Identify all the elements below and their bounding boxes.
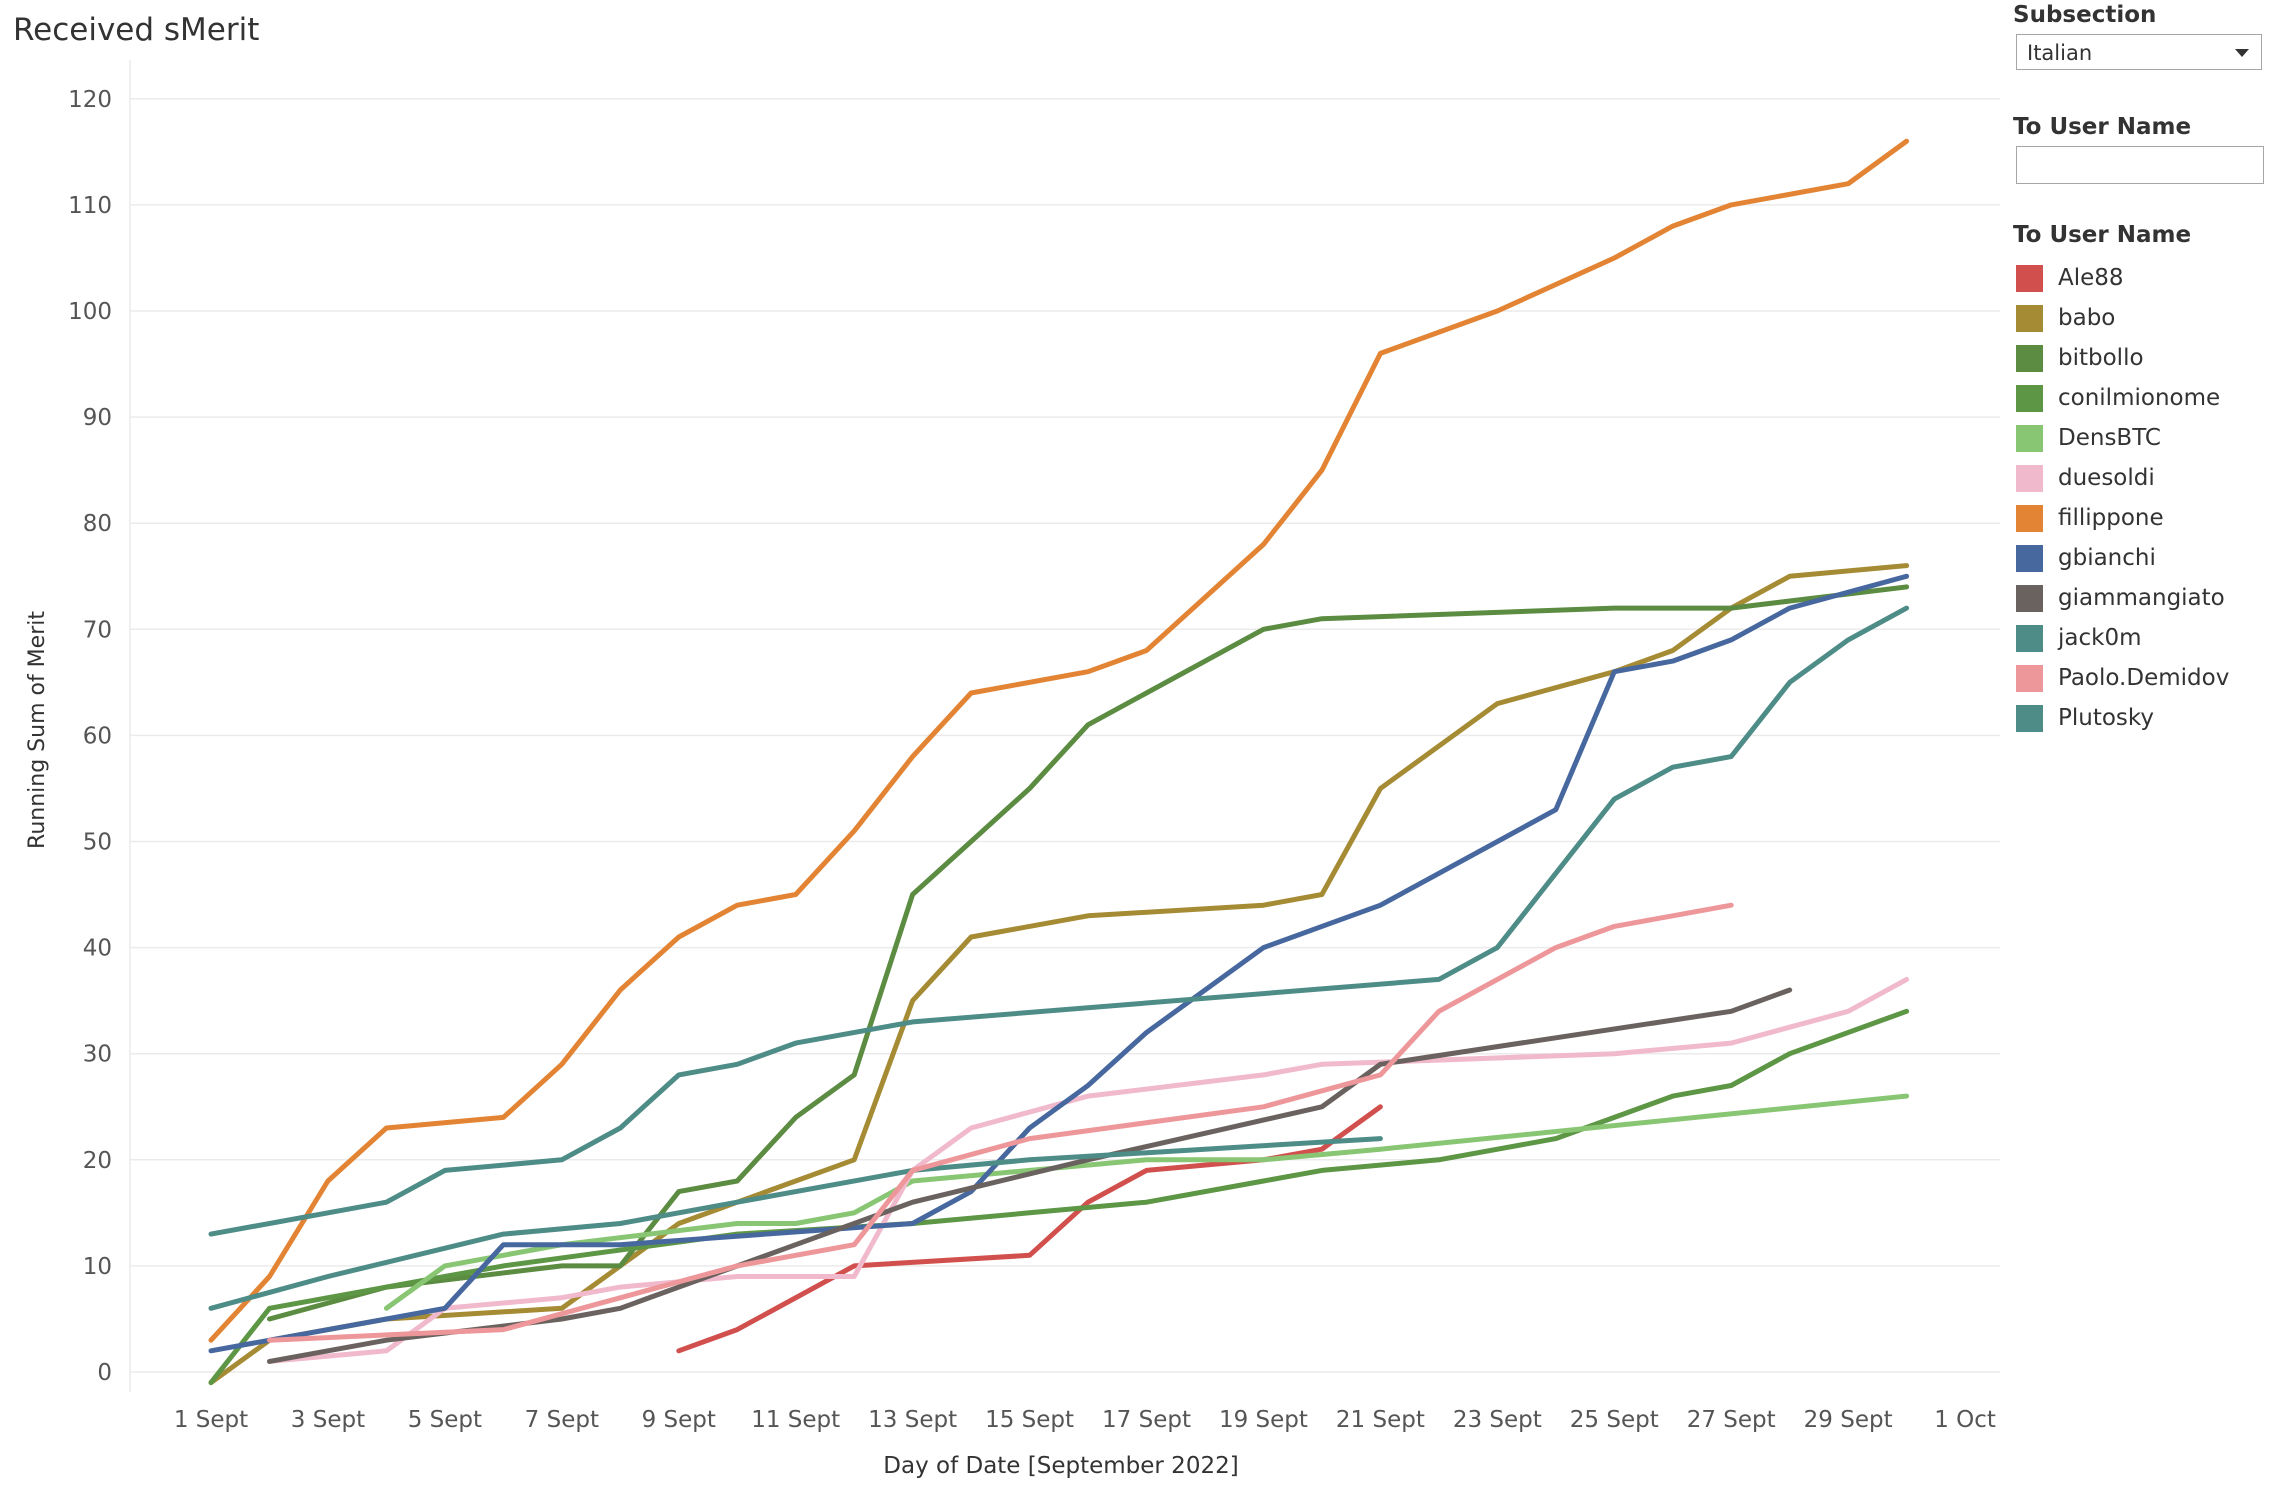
legend-item[interactable]: giammangiato [2016,578,2229,618]
subsection-dropdown[interactable]: Italian [2016,34,2262,70]
legend-item[interactable]: duesoldi [2016,458,2229,498]
legend-label: giammangiato [2058,585,2225,611]
x-tick-label: 3 Sept [291,1407,365,1433]
user-name-search-input[interactable] [2016,146,2264,184]
x-tick-label: 21 Sept [1336,1407,1425,1433]
legend-item[interactable]: Plutosky [2016,698,2229,738]
y-tick-label: 30 [83,1042,112,1068]
legend-label: babo [2058,305,2116,331]
series-line-ale88[interactable] [676,1104,1383,1354]
legend-swatch [2016,264,2043,292]
user-search-label: To User Name [2013,114,2192,140]
legend-item[interactable]: bitbollo [2016,338,2229,378]
x-tick-label: 13 Sept [868,1407,957,1433]
legend-label: conilmionome [2058,385,2221,411]
y-tick-label: 60 [83,723,112,749]
legend-swatch [2016,664,2043,692]
legend-title: To User Name [2013,222,2192,248]
legend-label: Plutosky [2058,705,2155,731]
legend-swatch [2016,704,2043,732]
x-tick-label: 5 Sept [408,1407,482,1433]
series-line-babo[interactable] [208,563,1910,1386]
y-tick-label: 40 [83,936,112,962]
legend-label: fillippone [2058,505,2164,531]
x-tick-label: 25 Sept [1570,1407,1659,1433]
series-line-gbianchi[interactable] [208,573,1910,1354]
legend-item[interactable]: conilmionome [2016,378,2229,418]
legend-swatch [2016,544,2043,572]
legend-swatch [2016,424,2043,452]
y-axis-ticks: 0 10 20 30 40 50 60 70 80 90 100 110 120 [68,87,112,1386]
series-lines [208,138,1910,1386]
legend-item[interactable]: jack0m [2016,618,2229,658]
legend-item[interactable]: Paolo.Demidov [2016,658,2229,698]
x-tick-label: 27 Sept [1687,1407,1776,1433]
legend-item[interactable]: DensBTC [2016,418,2229,458]
legend-label: DensBTC [2058,425,2161,451]
legend-label: jack0m [2058,625,2142,651]
subsection-filter-label: Subsection [2013,2,2157,28]
chart-title: Received sMerit [13,12,260,48]
x-axis-ticks: 1 Sept 3 Sept 5 Sept 7 Sept 9 Sept 11 Sept 13 … [174,1407,1996,1433]
x-tick-label: 19 Sept [1219,1407,1308,1433]
y-tick-label: 80 [83,511,112,537]
line-chart: 0 10 20 30 40 50 60 70 80 90 100 110 120 1 Sept 3 Sep… [25,60,2000,1479]
series-line-jack0m[interactable] [208,1136,1383,1311]
legend-item[interactable]: fillippone [2016,498,2229,538]
series-line-conilmionome[interactable] [208,1008,1910,1386]
x-tick-label: 1 Oct [1934,1407,1996,1433]
legend-swatch [2016,304,2043,332]
series-line-duesoldi[interactable] [267,976,1910,1364]
legend-swatch [2016,504,2043,532]
gridlines [129,60,2000,1392]
x-tick-label: 11 Sept [751,1407,840,1433]
legend-label: Paolo.Demidov [2058,665,2230,691]
y-tick-label: 100 [68,299,112,325]
subsection-selected-value: Italian [2027,41,2093,65]
legend-label: Ale88 [2058,265,2124,291]
series-line-bitbollo[interactable] [267,584,1910,1322]
legend-label: gbianchi [2058,545,2156,571]
legend-item[interactable]: babo [2016,298,2229,338]
y-axis-label: Running Sum of Merit [25,611,50,849]
legend-swatch [2016,624,2043,652]
y-tick-label: 50 [83,830,112,856]
x-tick-label: 15 Sept [985,1407,1074,1433]
series-line-fillippone[interactable] [208,138,1910,1343]
legend-swatch [2016,464,2043,492]
y-tick-label: 20 [83,1148,112,1174]
y-tick-label: 110 [68,193,112,219]
series-line-paolo-demidov[interactable] [267,902,1734,1343]
x-tick-label: 23 Sept [1453,1407,1542,1433]
x-tick-label: 7 Sept [525,1407,599,1433]
x-tick-label: 17 Sept [1102,1407,1191,1433]
legend-label: duesoldi [2058,465,2155,491]
legend-swatch [2016,384,2043,412]
series-line-giammangiato[interactable] [267,987,1793,1364]
y-tick-label: 70 [83,617,112,643]
series-line-plutosky[interactable] [208,605,1910,1237]
chevron-down-icon [2235,49,2249,57]
y-tick-label: 120 [68,87,112,113]
legend-item[interactable]: Ale88 [2016,258,2229,298]
legend-swatch [2016,584,2043,612]
y-tick-label: 0 [97,1360,112,1386]
legend-label: bitbollo [2058,345,2144,371]
x-tick-label: 29 Sept [1804,1407,1893,1433]
x-tick-label: 1 Sept [174,1407,248,1433]
legend-item[interactable]: gbianchi [2016,538,2229,578]
legend-swatch [2016,344,2043,372]
legend: Ale88 babo bitbollo conilmionome DensBTC dues… [2016,258,2229,738]
y-tick-label: 90 [83,405,112,431]
y-tick-label: 10 [83,1254,112,1280]
x-tick-label: 9 Sept [642,1407,716,1433]
x-axis-label: Day of Date [September 2022] [883,1453,1238,1479]
